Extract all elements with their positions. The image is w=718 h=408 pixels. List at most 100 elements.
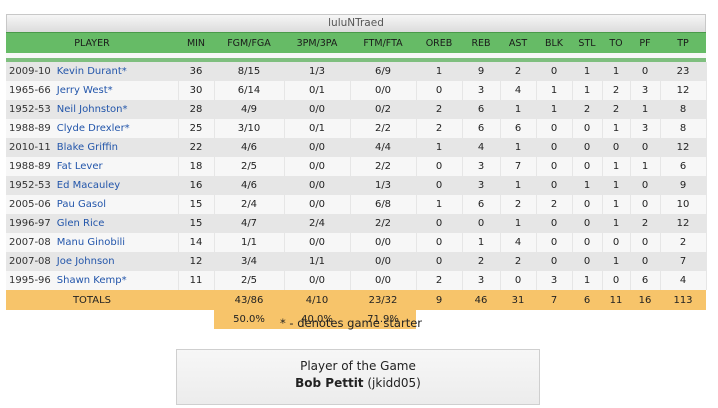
stat-ast: 4 [500,81,537,100]
player-season: 1988-89 [9,123,51,134]
stat-min: 18 [178,157,215,176]
stat-min: 11 [178,271,215,290]
stat-fg: 4/9 [214,100,285,119]
stat-tp: 7 [660,252,707,271]
player-name-link[interactable]: Ed Macauley [56,180,121,191]
stat-oreb: 2 [416,119,463,138]
stat-min: 36 [178,62,215,81]
stat-stl: 0 [572,195,603,214]
stat-pf: 3 [630,119,661,138]
stat-pf: 2 [630,214,661,233]
player-cell: 1965-66 Jerry West* [6,81,179,100]
stat-fg: 1/1 [214,233,285,252]
column-header: AST [500,32,536,53]
stat-reb: 2 [462,252,501,271]
player-name-link[interactable]: Pau Gasol [56,199,107,210]
stat-min: 25 [178,119,215,138]
totals-oreb: 9 [416,290,462,310]
player-season: 2007-08 [9,237,51,248]
stat-tp3: 0/1 [284,81,351,100]
stat-reb: 3 [462,157,501,176]
stat-ft: 2/2 [350,119,417,138]
stat-stl: 2 [572,100,603,119]
stat-tp3: 0/0 [284,100,351,119]
stat-reb: 6 [462,119,501,138]
stat-tp3: 1/1 [284,252,351,271]
player-row: 1952-53 Neil Johnston* 28 4/9 0/0 0/2 2 6 1 1 2 2 1 8 [6,100,707,119]
player-season: 2007-08 [9,256,51,267]
player-row: 1996-97 Glen Rice 15 4/7 2/4 2/2 0 0 1 0 0 1 2 12 [6,214,707,233]
stat-to: 2 [602,100,631,119]
stat-fg: 4/6 [214,176,285,195]
player-cell: 1952-53 Neil Johnston* [6,100,179,119]
stat-to: 2 [602,81,631,100]
stat-stl: 0 [572,138,603,157]
stat-reb: 3 [462,271,501,290]
player-name-link[interactable]: Clyde Drexler* [56,123,130,134]
totals-tp: 113 [660,290,706,310]
stat-reb: 4 [462,138,501,157]
player-name-link[interactable]: Blake Griffin [56,142,118,153]
header-row: PLAYER MIN FGM/FGA 3PM/3PA FTM/FTA OREB REB AST… [6,32,706,53]
player-name-link[interactable]: Fat Lever [56,161,103,172]
stat-stl: 0 [572,252,603,271]
stat-ft: 0/0 [350,81,417,100]
stat-stl: 1 [572,81,603,100]
stat-ast: 2 [500,62,537,81]
stat-to: 1 [602,62,631,81]
player-name-link[interactable]: Glen Rice [56,218,105,229]
stat-tp: 12 [660,81,707,100]
player-of-game-user: (jkidd05) [367,376,421,390]
player-name-link[interactable]: Jerry West* [56,85,113,96]
player-name-link[interactable]: Shawn Kemp* [56,275,127,286]
stat-stl: 1 [572,271,603,290]
stat-fg: 4/7 [214,214,285,233]
player-row: 2010-11 Blake Griffin 22 4/6 0/0 4/4 1 4 1 0 0 0 0 12 [6,138,707,157]
stat-ast: 1 [500,138,537,157]
stat-min: 16 [178,176,215,195]
stat-to: 0 [602,138,631,157]
player-cell: 1996-97 Glen Rice [6,214,179,233]
stat-oreb: 0 [416,214,463,233]
player-name-link[interactable]: Manu Ginobili [56,237,126,248]
column-header: 3PM/3PA [284,32,350,53]
stat-blk: 2 [536,195,573,214]
player-name-link[interactable]: Kevin Durant* [56,66,127,77]
stat-tp3: 0/0 [284,138,351,157]
stat-ft: 4/4 [350,138,417,157]
player-of-game-line: Bob Pettit (jkidd05) [177,376,539,390]
stat-to: 1 [602,252,631,271]
stat-fg: 2/5 [214,271,285,290]
stat-ft: 6/9 [350,62,417,81]
stat-reb: 3 [462,81,501,100]
stat-min: 15 [178,214,215,233]
stat-tp3: 0/0 [284,157,351,176]
stat-blk: 1 [536,81,573,100]
stat-oreb: 0 [416,176,463,195]
stat-tp: 4 [660,271,707,290]
stat-blk: 0 [536,176,573,195]
column-header: FGM/FGA [214,32,284,53]
column-header: TP [660,32,706,53]
stat-fg: 3/10 [214,119,285,138]
stat-blk: 0 [536,252,573,271]
player-row: 2007-08 Manu Ginobili 14 1/1 0/0 0/0 0 1 4 0 0 0 0 2 [6,233,707,252]
player-row: 1952-53 Ed Macauley 16 4/6 0/0 1/3 0 3 1 0 1 1 0 9 [6,176,707,195]
totals-reb: 46 [462,290,500,310]
player-cell: 2009-10 Kevin Durant* [6,62,179,81]
player-row: 1988-89 Clyde Drexler* 25 3/10 0/1 2/2 2 6 6 0 0 1 3… [6,119,707,138]
stat-stl: 0 [572,233,603,252]
stat-ast: 2 [500,195,537,214]
stat-pf: 0 [630,138,661,157]
player-name-link[interactable]: Joe Johnson [56,256,115,267]
stat-ast: 4 [500,233,537,252]
stat-tp3: 0/1 [284,119,351,138]
player-season: 1952-53 [9,104,51,115]
totals-pf: 16 [630,290,660,310]
player-name-link[interactable]: Neil Johnston* [56,104,128,115]
stat-tp: 6 [660,157,707,176]
stat-pf: 0 [630,62,661,81]
stat-ft: 2/2 [350,214,417,233]
stat-ast: 7 [500,157,537,176]
player-season: 1995-96 [9,275,51,286]
